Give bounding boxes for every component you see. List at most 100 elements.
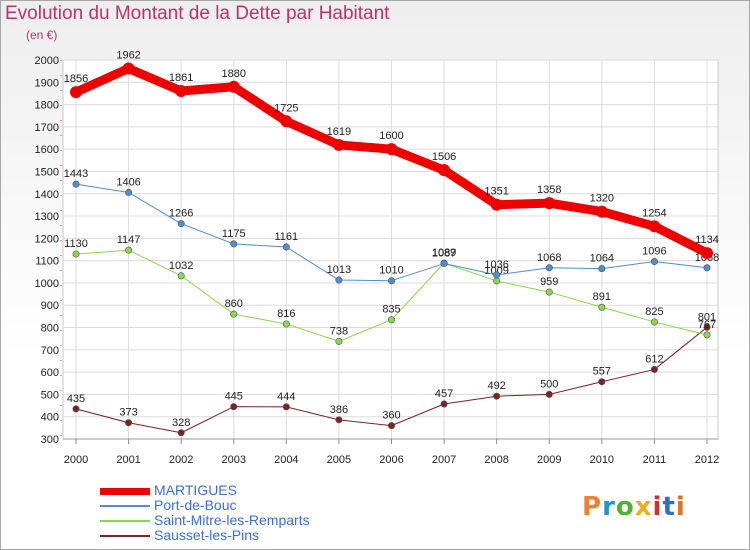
data-point [283,404,289,410]
data-label: 1161 [275,231,299,243]
x-tick-label: 2000 [64,454,88,466]
y-tick-label: 300 [41,434,59,446]
data-point [336,277,342,283]
x-tick-label: 2011 [643,454,667,466]
data-label: 435 [67,393,85,405]
y-tick-label: 800 [41,323,59,335]
x-tick-label: 2012 [695,454,719,466]
data-point [231,311,237,317]
logo-letter: o [616,492,635,522]
data-label: 1320 [590,193,614,205]
data-label: 891 [593,291,611,303]
data-label: 1856 [64,73,88,85]
data-label: 1013 [327,264,351,276]
data-label: 767 [698,319,716,331]
x-tick-label: 2001 [116,454,140,466]
y-tick-label: 2000 [35,55,59,67]
data-point [388,317,394,323]
data-label: 1087 [432,248,456,260]
y-tick-label: 1800 [35,100,59,112]
data-point [125,420,131,426]
data-label: 492 [487,380,505,392]
data-label: 612 [645,353,663,365]
data-point [651,258,657,264]
data-label: 360 [382,410,400,422]
data-label: 1036 [484,259,508,271]
legend-swatch [100,520,150,522]
y-tick-label: 600 [41,367,59,379]
data-point [123,62,135,74]
logo-letter: t [662,492,675,522]
data-label: 959 [540,276,558,288]
data-point [175,85,187,97]
logo-letter: i [653,492,663,522]
data-point [386,143,398,155]
y-tick-label: 1900 [35,77,59,89]
data-point [125,189,131,195]
data-label: 1406 [116,176,140,188]
data-point [596,206,608,218]
data-point [388,422,394,428]
legend-label: Sausset-les-Pins [154,527,259,543]
data-point [70,86,82,98]
data-point [441,401,447,407]
logo-letter: P [582,492,602,522]
data-point [231,403,237,409]
data-label: 444 [277,391,295,403]
data-point [228,81,240,93]
data-point [651,319,657,325]
data-label: 1064 [590,253,614,265]
data-point [651,366,657,372]
data-label: 1096 [642,246,666,258]
data-point [648,220,660,232]
data-label: 1962 [116,49,140,61]
legend-swatch [100,488,150,495]
data-label: 1880 [222,68,246,80]
data-point [599,304,605,310]
logo-letter: i [676,492,686,522]
data-point [491,199,503,211]
y-tick-label: 1600 [35,144,59,156]
data-point [73,406,79,412]
data-point [231,241,237,247]
data-label: 1358 [537,184,561,196]
data-label: 1068 [537,252,561,264]
line-chart: 300 400 500 600 700 800 900 1000 1100 1200 1300 140… [0,0,750,480]
y-tick-label: 1100 [35,256,59,268]
data-label: 1266 [169,208,193,220]
y-tick-label: 1700 [35,122,59,134]
data-point [704,332,710,338]
data-label: 457 [435,388,453,400]
plot-area [63,60,718,439]
data-label: 816 [277,308,295,320]
data-point [546,391,552,397]
x-tick-label: 2007 [432,454,456,466]
data-point [546,289,552,295]
data-point [178,273,184,279]
data-point [546,265,552,271]
data-label: 1175 [222,228,246,240]
data-label: 1130 [64,238,88,250]
y-tick-label: 500 [41,389,59,401]
data-label: 1254 [642,207,666,219]
data-point [73,181,79,187]
legend-label: MARTIGUES [154,482,237,498]
data-label: 1010 [379,265,403,277]
data-label: 500 [540,378,558,390]
x-tick-label: 2010 [590,454,614,466]
data-point [543,197,555,209]
data-label: 1861 [169,72,193,84]
x-tick-label: 2005 [327,454,351,466]
legend-swatch [100,505,150,507]
data-point [178,220,184,226]
logo-letter: r [602,492,616,522]
data-label: 1619 [327,126,351,138]
y-tick-label: 1400 [35,189,59,201]
data-label: 386 [330,404,348,416]
data-label: 1147 [117,234,141,246]
y-tick-label: 1200 [35,233,59,245]
data-label: 1725 [274,102,298,114]
x-tick-label: 2006 [379,454,403,466]
data-point [336,417,342,423]
logo-letter: x [635,492,653,522]
